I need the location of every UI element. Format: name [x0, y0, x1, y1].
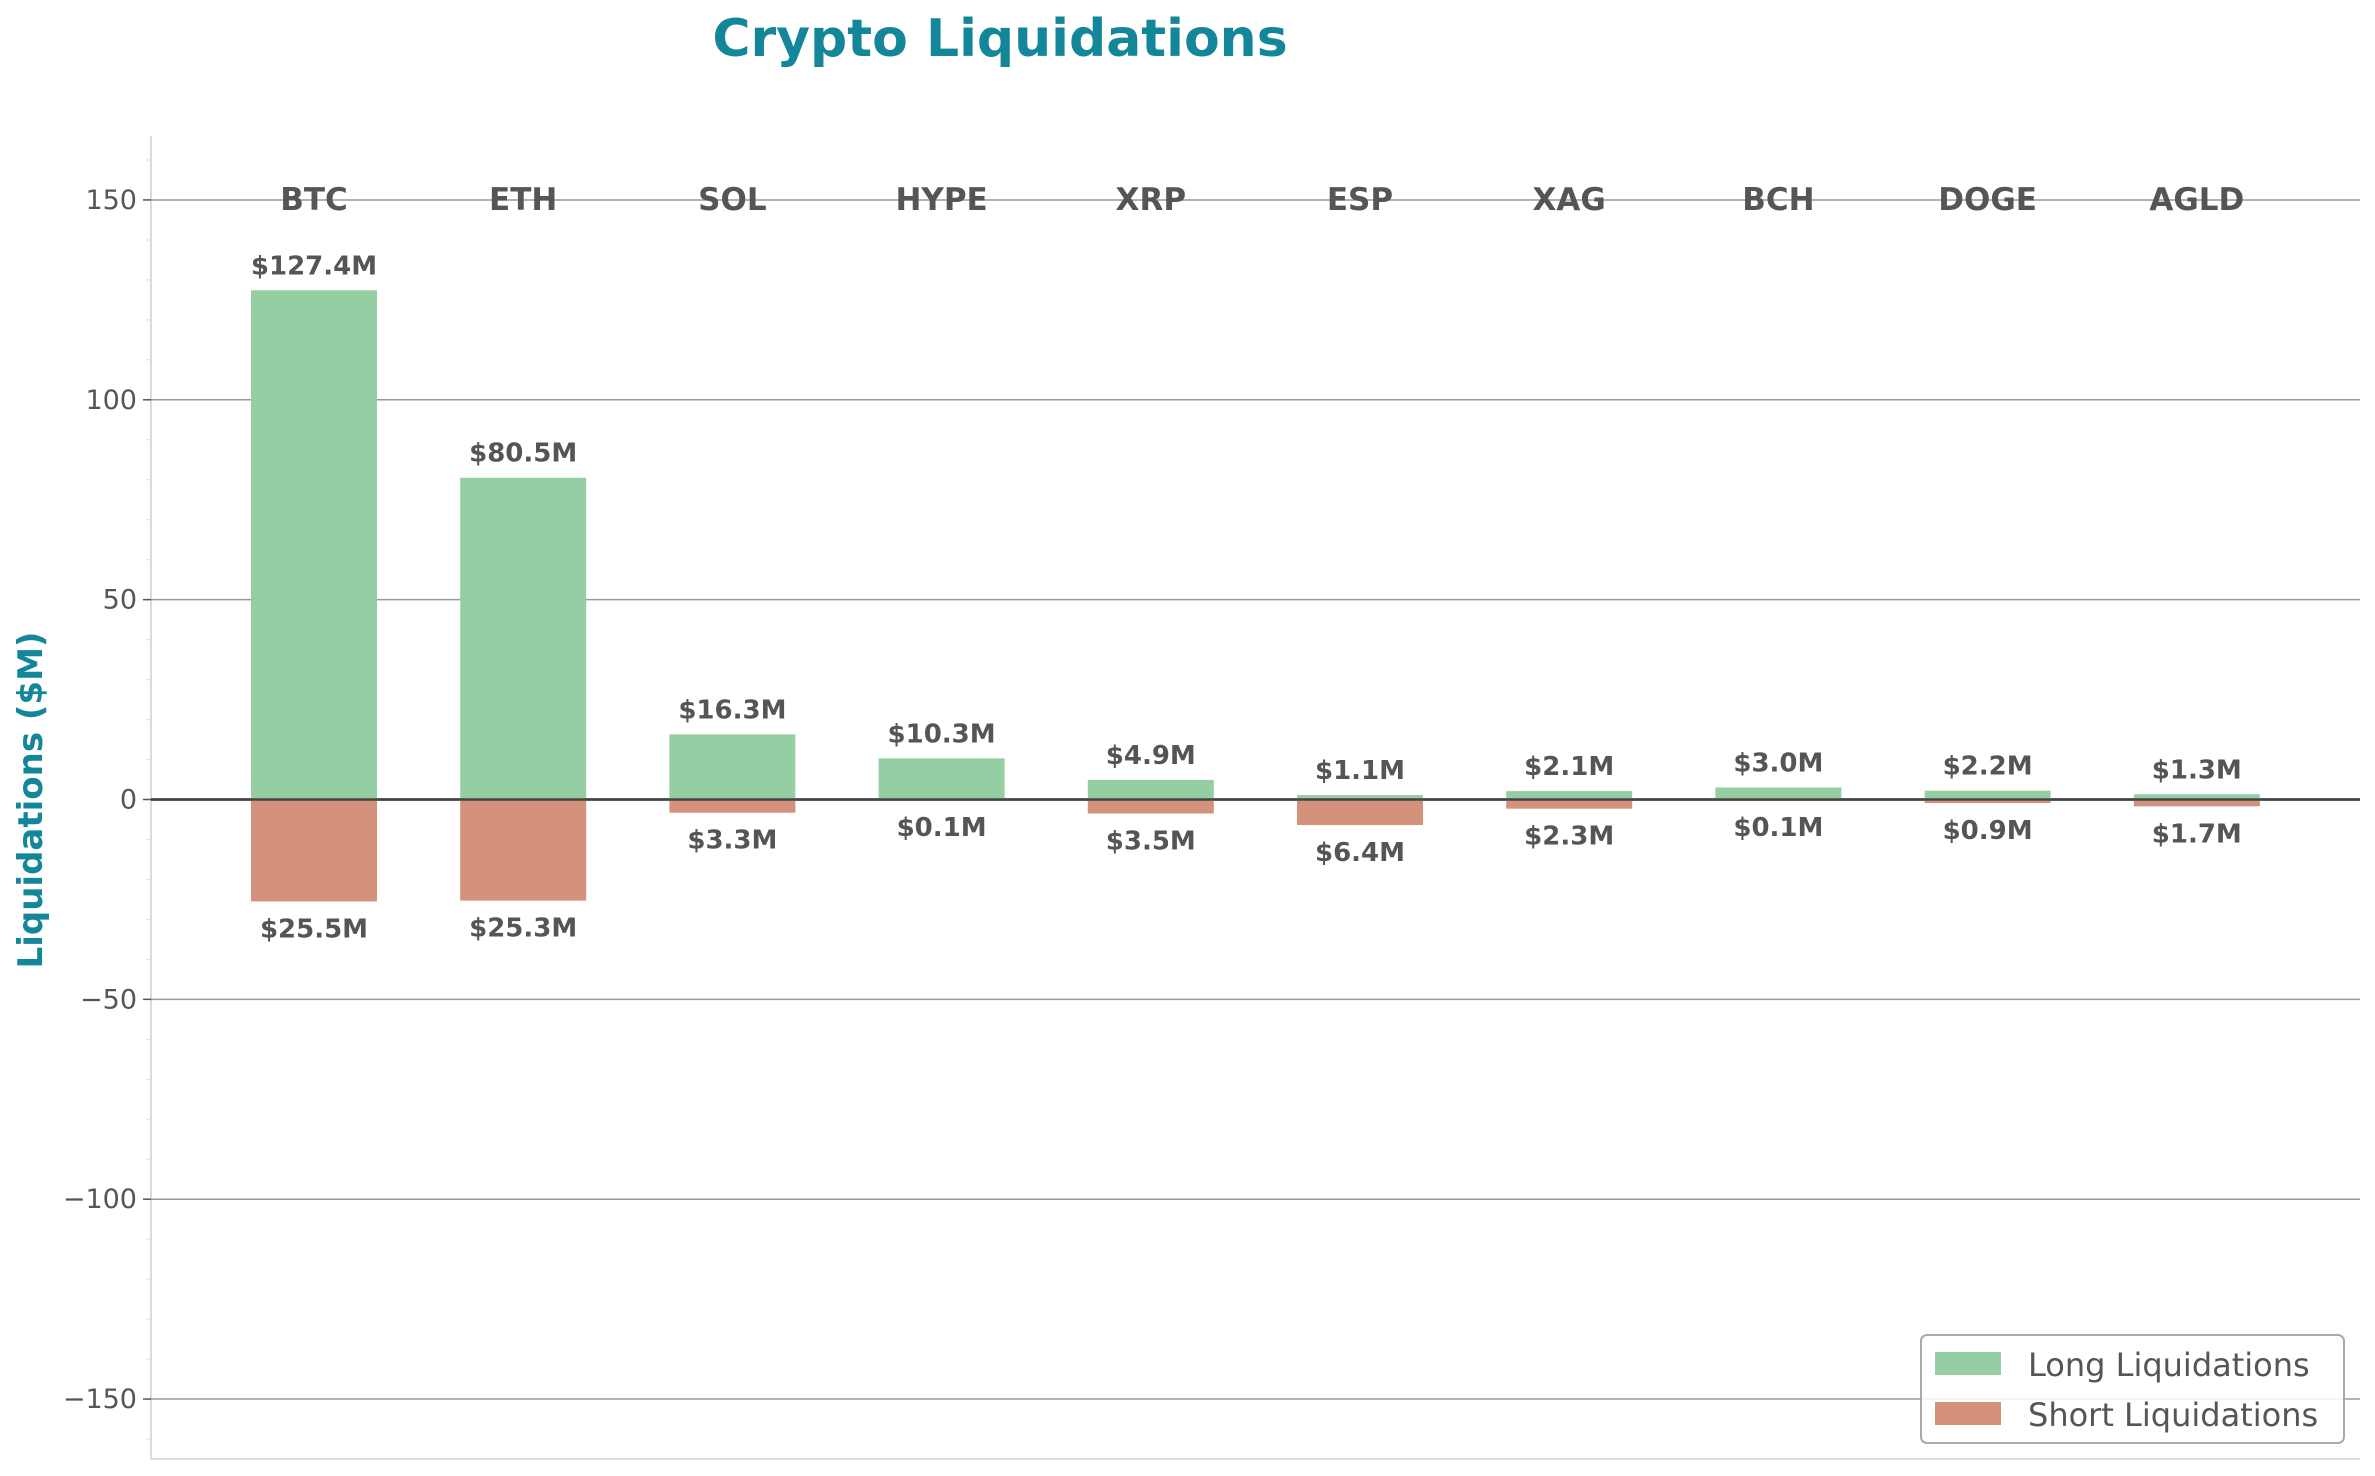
- bars: [151, 290, 2360, 902]
- category-label-hype: HYPE: [895, 182, 987, 218]
- category-label-eth: ETH: [489, 182, 557, 218]
- category-label-sol: SOL: [698, 182, 766, 218]
- category-label-esp: ESP: [1327, 182, 1393, 218]
- short-bar-btc: [251, 799, 377, 902]
- category-label-xag: XAG: [1533, 182, 1606, 218]
- short-value-label: $3.5M: [1106, 826, 1196, 856]
- y-tick-label: 150: [85, 185, 137, 216]
- short-bar-agld: [2133, 799, 2260, 807]
- legend: Long Liquidations Short Liquidations: [1920, 1334, 2345, 1444]
- short-value-label: $0.1M: [1733, 813, 1823, 843]
- category-label-doge: DOGE: [1938, 182, 2037, 218]
- short-bar-doge: [1924, 799, 2051, 804]
- short-value-label: $0.9M: [1943, 816, 2033, 846]
- long-bar-xag: [1506, 791, 1633, 800]
- y-tick-label: −50: [80, 984, 137, 1015]
- long-value-label: $10.3M: [888, 719, 996, 749]
- long-bar-bch: [1715, 787, 1842, 800]
- long-bar-sol: [669, 734, 796, 800]
- long-value-label: $80.5M: [469, 439, 577, 469]
- chart-title: Crypto Liquidations: [712, 9, 1287, 69]
- long-bar-eth: [460, 477, 587, 800]
- long-value-label: $2.1M: [1524, 752, 1614, 782]
- data-labels: BTC $127.4M $25.5M ETH $80.5M $25.3M SOL $16.3M…: [251, 182, 2244, 944]
- long-value-label: $1.3M: [2152, 755, 2242, 785]
- y-tick-label: 100: [85, 385, 137, 416]
- y-tick-label: 50: [103, 585, 137, 616]
- category-label-btc: BTC: [280, 182, 348, 218]
- short-value-label: $1.7M: [2152, 819, 2242, 849]
- short-bar-xag: [1506, 799, 1633, 809]
- long-value-label: $1.1M: [1315, 756, 1405, 786]
- long-bar-esp: [1297, 795, 1423, 800]
- short-value-label: $3.3M: [687, 826, 777, 856]
- long-bar-xrp: [1087, 779, 1214, 800]
- y-tick-label: 0: [120, 784, 137, 815]
- long-value-label: $2.2M: [1943, 752, 2033, 782]
- long-bar-agld: [2133, 794, 2260, 800]
- short-value-label: $25.5M: [260, 914, 368, 944]
- legend-swatch-long: [1935, 1352, 2001, 1375]
- short-bar-eth: [460, 799, 587, 901]
- long-bar-hype: [878, 758, 1005, 800]
- legend-swatch-short: [1935, 1402, 2001, 1425]
- long-value-label: $4.9M: [1106, 741, 1196, 771]
- legend-box: [1920, 1334, 2345, 1444]
- y-tick-label: −150: [63, 1384, 137, 1415]
- category-label-agld: AGLD: [2149, 182, 2244, 218]
- short-value-label: $2.3M: [1524, 822, 1614, 852]
- long-bar-btc: [251, 290, 377, 800]
- category-label-xrp: XRP: [1116, 182, 1187, 218]
- short-bar-sol: [669, 799, 796, 813]
- short-bar-xrp: [1087, 799, 1214, 814]
- short-bar-esp: [1297, 799, 1423, 826]
- long-bar-doge: [1924, 790, 2051, 800]
- short-value-label: $6.4M: [1315, 838, 1405, 868]
- long-value-label: $16.3M: [678, 695, 786, 725]
- short-value-label: $25.3M: [469, 914, 577, 944]
- category-label-bch: BCH: [1742, 182, 1814, 218]
- short-value-label: $0.1M: [897, 813, 987, 843]
- long-value-label: $3.0M: [1733, 749, 1823, 779]
- y-tick-label: −100: [63, 1184, 137, 1215]
- y-axis-label: Liquidations ($M): [11, 632, 51, 969]
- legend-label-long: Long Liquidations: [2028, 1346, 2310, 1384]
- legend-label-short: Short Liquidations: [2028, 1396, 2318, 1434]
- long-value-label: $127.4M: [251, 251, 377, 281]
